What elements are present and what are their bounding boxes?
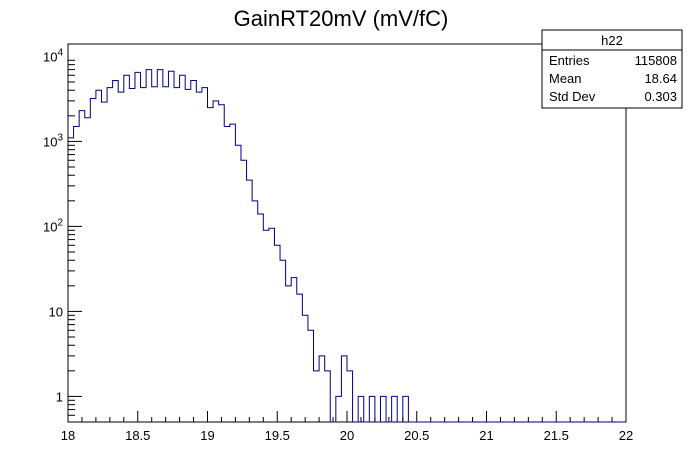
y-axis: 1 10 102 103 104 bbox=[43, 47, 82, 423]
stats-stddev-label: Std Dev bbox=[549, 89, 596, 104]
x-tick-label: 22 bbox=[619, 428, 633, 443]
histogram-series bbox=[68, 69, 626, 423]
y-tick-label: 103 bbox=[43, 132, 63, 149]
x-tick-label: 19.5 bbox=[265, 428, 290, 443]
stats-mean-label: Mean bbox=[549, 71, 582, 86]
stats-mean-value: 18.64 bbox=[644, 71, 677, 86]
y-tick-label: 102 bbox=[43, 217, 63, 234]
chart-title: GainRT20mV (mV/fC) bbox=[234, 6, 449, 31]
x-tick-label: 21 bbox=[479, 428, 493, 443]
stats-box-frame bbox=[541, 29, 683, 109]
stats-stddev-value: 0.303 bbox=[644, 89, 677, 104]
stats-histogram-name: h22 bbox=[601, 33, 623, 48]
stats-box: h22 Entries 115808 Mean 18.64 Std Dev 0.… bbox=[541, 29, 683, 109]
y-tick-label: 10 bbox=[49, 304, 63, 319]
x-tick-label: 20 bbox=[340, 428, 354, 443]
x-tick-label: 18 bbox=[61, 428, 75, 443]
x-tick-label: 21.5 bbox=[544, 428, 569, 443]
x-tick-label: 19 bbox=[200, 428, 214, 443]
stats-entries-label: Entries bbox=[549, 53, 590, 68]
stats-entries-value: 115808 bbox=[635, 53, 677, 68]
x-tick-label: 18.5 bbox=[125, 428, 150, 443]
plot-area: 18 18.5 19 19.5 20 20.5 21 21.5 22 1 10 102 103 104 bbox=[43, 43, 633, 443]
x-tick-label: 20.5 bbox=[404, 428, 429, 443]
x-axis: 18 18.5 19 19.5 20 20.5 21 21.5 22 bbox=[61, 411, 633, 443]
y-tick-label: 1 bbox=[56, 389, 63, 404]
y-tick-label: 104 bbox=[43, 47, 63, 64]
